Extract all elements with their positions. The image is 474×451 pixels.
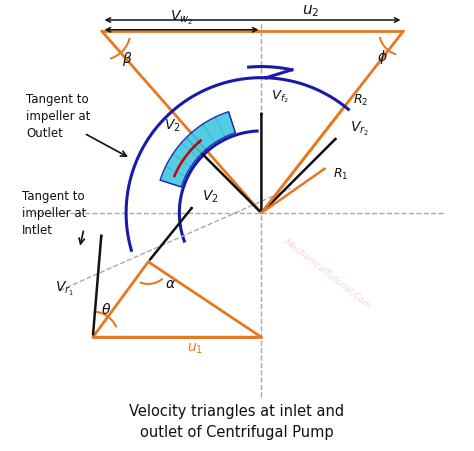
- Text: $R_2$: $R_2$: [353, 92, 368, 108]
- Text: $V_2$: $V_2$: [201, 188, 218, 205]
- Text: $V_{w_2}$: $V_{w_2}$: [170, 9, 193, 27]
- Text: $V_{r_2}$: $V_{r_2}$: [350, 120, 369, 138]
- Text: Tangent to
impeller at
Intlet: Tangent to impeller at Intlet: [22, 190, 86, 237]
- Text: MechanicalTutorial.Com: MechanicalTutorial.Com: [283, 237, 373, 310]
- Text: $R_1$: $R_1$: [333, 166, 348, 182]
- Text: $\alpha$: $\alpha$: [165, 277, 176, 291]
- Text: $u_2$: $u_2$: [301, 3, 319, 19]
- Text: Tangent to
impeller at
Outlet: Tangent to impeller at Outlet: [26, 92, 91, 139]
- Text: $V_2$: $V_2$: [164, 117, 181, 134]
- Text: $\phi$: $\phi$: [377, 48, 388, 66]
- Text: Velocity triangles at inlet and
outlet of Centrifugal Pump: Velocity triangles at inlet and outlet o…: [129, 404, 345, 439]
- Text: $u_1$: $u_1$: [187, 341, 203, 355]
- Text: $V_{f_2}$: $V_{f_2}$: [271, 88, 289, 105]
- Polygon shape: [160, 112, 236, 188]
- Text: $V_{r_1}$: $V_{r_1}$: [55, 279, 74, 297]
- Text: $\theta$: $\theta$: [101, 301, 111, 316]
- Text: $\beta$: $\beta$: [122, 50, 133, 68]
